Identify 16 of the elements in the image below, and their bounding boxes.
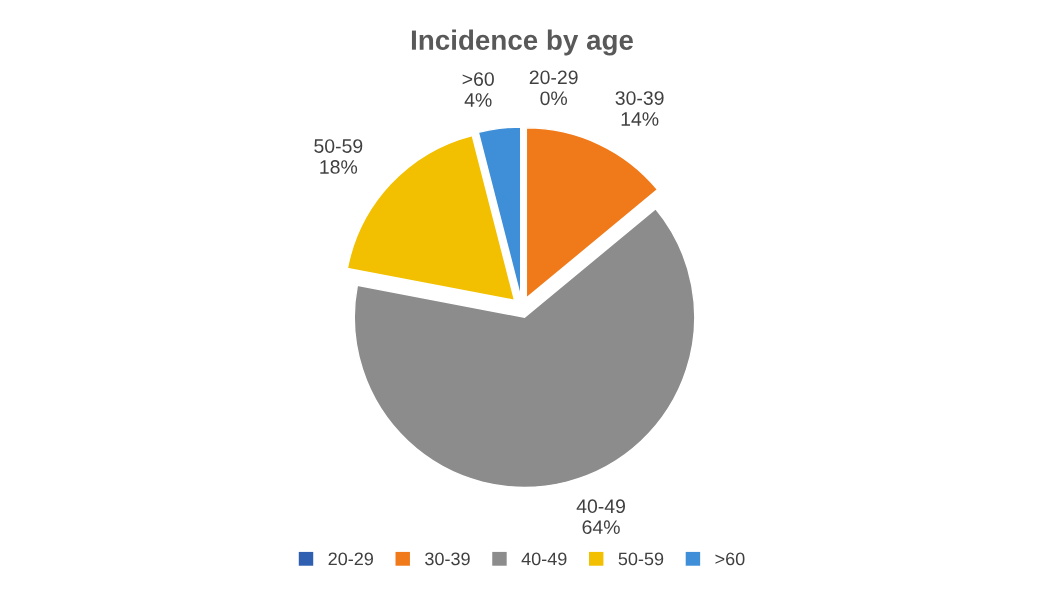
slice-label: 50-59 <box>314 139 363 153</box>
data-label: 18% <box>320 160 358 174</box>
legend-label: 20-29 <box>328 552 373 566</box>
slice-label: 30-39 <box>615 91 664 105</box>
text: 0% <box>540 91 568 106</box>
legend-label: >60 <box>715 552 745 566</box>
data-label: 14% <box>621 112 659 126</box>
slice-label: 40-49 <box>576 499 625 514</box>
legend-label: 50-59 <box>618 552 664 566</box>
slice-label: >60 <box>462 72 494 86</box>
data-label: 4% <box>464 93 492 107</box>
legend-label: 30-39 <box>425 552 470 566</box>
chart-title: Incidence by age <box>411 29 633 56</box>
legend-label: 40-49 <box>521 552 567 566</box>
data-label: 64% <box>582 520 620 535</box>
category-label: 20-29 <box>529 70 578 85</box>
